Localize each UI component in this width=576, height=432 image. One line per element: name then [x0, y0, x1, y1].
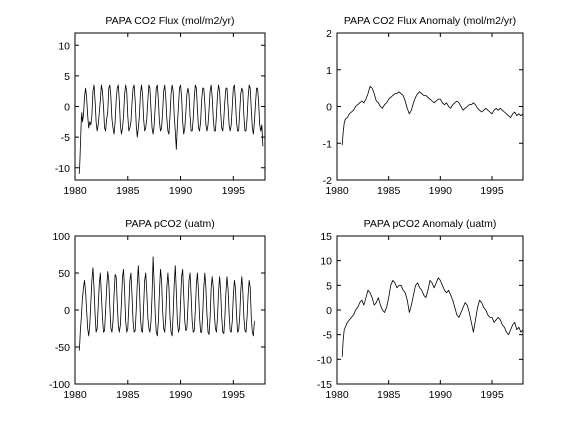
- y-tick-label: 50: [58, 268, 70, 280]
- y-tick-label: -10: [55, 163, 70, 175]
- y-tick-label: -100: [49, 379, 70, 391]
- chart-panel-co2-flux-anomaly: PAPA CO2 Flux Anomaly (mol/m2/yr) 1980 19…: [323, 15, 524, 197]
- series-line: [78, 256, 255, 351]
- tick-group: 1980 1985 1990 1995 -15 -10 -5 0 5 10 15: [317, 231, 523, 401]
- series-line: [341, 277, 524, 357]
- x-tick-label: 1995: [480, 185, 504, 197]
- x-tick-label: 1990: [169, 389, 193, 401]
- y-tick-label: 100: [52, 231, 70, 243]
- y-tick-label: 15: [320, 231, 332, 243]
- tick-group: 1980 1985 1990 1995 -10 -5 0 5 10: [55, 33, 265, 197]
- y-tick-label: 0: [326, 305, 332, 317]
- x-tick-label: 1980: [325, 185, 349, 197]
- y-tick-label: -50: [55, 342, 70, 354]
- series-line: [78, 84, 264, 174]
- y-tick-label: 2: [326, 28, 332, 40]
- chart-title: PAPA CO2 Flux Anomaly (mol/m2/yr): [344, 15, 516, 27]
- y-tick-label: 5: [64, 71, 70, 83]
- y-tick-label: 10: [320, 256, 332, 268]
- x-tick-label: 1995: [480, 389, 504, 401]
- x-tick-label: 1990: [169, 185, 193, 197]
- y-tick-label: 0: [326, 102, 332, 114]
- y-tick-label: 0: [64, 102, 70, 114]
- x-tick-label: 1985: [377, 185, 401, 197]
- chart-title: PAPA pCO2 (uatm): [125, 218, 214, 230]
- chart-title: PAPA CO2 Flux (mol/m2/yr): [105, 15, 234, 27]
- x-tick-label: 1985: [116, 185, 140, 197]
- y-tick-label: 5: [326, 280, 332, 292]
- chart-panel-pco2-anomaly: PAPA pCO2 Anomaly (uatm) 1980 1985 1990 199…: [317, 218, 524, 401]
- y-tick-label: -5: [323, 330, 332, 342]
- x-tick-label: 1980: [63, 389, 87, 401]
- y-tick-label: -10: [317, 354, 332, 366]
- chart-panel-co2-flux: PAPA CO2 Flux (mol/m2/yr) 1980 1985 1990 19…: [55, 15, 266, 197]
- x-tick-label: 1980: [63, 185, 87, 197]
- y-tick-label: 0: [64, 305, 70, 317]
- x-tick-label: 1980: [325, 389, 349, 401]
- chart-panel-pco2: PAPA pCO2 (uatm) 1980 1985 1990 1995 -100 -50…: [49, 218, 266, 401]
- plot-frame: [336, 32, 524, 181]
- y-tick-label: -15: [317, 379, 332, 391]
- series-line: [341, 85, 524, 146]
- tick-group: 1980 1985 1990 1995 -100 -50 0 50 100: [49, 231, 265, 401]
- y-tick-label: 1: [326, 65, 332, 77]
- y-tick-label: -2: [323, 175, 332, 187]
- y-tick-label: -1: [323, 138, 332, 150]
- x-tick-label: 1985: [116, 389, 140, 401]
- y-tick-label: -5: [61, 132, 70, 144]
- tick-group: 1980 1985 1990 1995 -2 -1 0 1 2: [323, 28, 523, 197]
- x-tick-label: 1990: [429, 389, 453, 401]
- y-tick-label: 10: [58, 40, 70, 52]
- chart-title: PAPA pCO2 Anomaly (uatm): [364, 218, 497, 230]
- plot-frame: [336, 235, 524, 385]
- x-tick-label: 1995: [222, 185, 246, 197]
- x-tick-label: 1995: [222, 389, 246, 401]
- x-tick-label: 1990: [429, 185, 453, 197]
- x-tick-label: 1985: [377, 389, 401, 401]
